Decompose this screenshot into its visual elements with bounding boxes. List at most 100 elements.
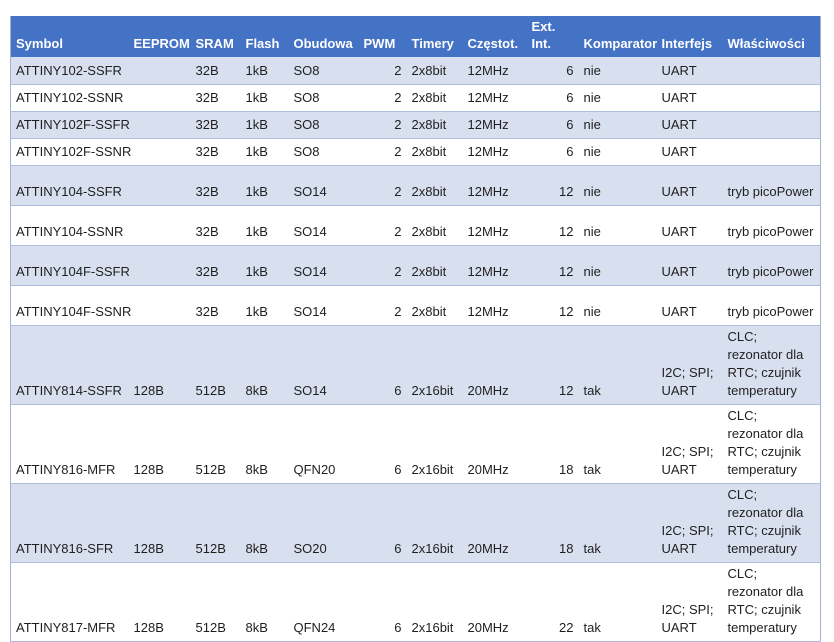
cell-eeprom bbox=[129, 84, 191, 111]
cell-ext-int: 6 bbox=[566, 89, 574, 105]
cell-timery: 2x8bit bbox=[411, 143, 447, 159]
cell-timery: 2x8bit bbox=[411, 183, 447, 199]
cell-interfejs: UART bbox=[661, 89, 697, 105]
cell-obudowa: SO8 bbox=[293, 143, 320, 159]
cell-sram: 32B bbox=[195, 143, 219, 159]
cell-interfejs: UART bbox=[661, 223, 697, 239]
cell-interfejs: UART bbox=[661, 263, 697, 279]
cell-eeprom bbox=[129, 285, 191, 325]
cell-interfejs: I2C; SPI; UART bbox=[661, 443, 714, 477]
cell-pwm: 2 bbox=[394, 223, 402, 239]
cell-ext-int: 6 bbox=[566, 116, 574, 132]
cell-pwm: 2 bbox=[394, 263, 402, 279]
cell-eeprom bbox=[129, 111, 191, 138]
cell-obudowa: SO14 bbox=[293, 382, 327, 398]
cell-flash: 1kB bbox=[245, 143, 268, 159]
column-header-symbol: Symbol bbox=[10, 16, 129, 57]
table-row: ATTINY814-SSFR 128B 512B 8kB SO14 6 2x16bit 20M… bbox=[10, 325, 821, 404]
cell-komparator: nie bbox=[583, 116, 601, 132]
cell-sram: 32B bbox=[195, 223, 219, 239]
cell-eeprom bbox=[129, 165, 191, 205]
cell-ext-int: 18 bbox=[559, 540, 574, 556]
cell-wlasciwosci bbox=[723, 57, 821, 84]
cell-pwm: 2 bbox=[394, 89, 402, 105]
cell-flash: 1kB bbox=[245, 62, 268, 78]
cell-flash: 1kB bbox=[245, 263, 268, 279]
cell-czestot: 20MHz bbox=[467, 619, 509, 635]
cell-timery: 2x8bit bbox=[411, 62, 447, 78]
table-row: ATTINY104-SSNR 32B 1kB SO14 2 2x8bit 12MHz 12 ni… bbox=[10, 205, 821, 245]
cell-timery: 2x16bit bbox=[411, 382, 454, 398]
column-header-flash: Flash bbox=[240, 16, 289, 57]
cell-sram: 512B bbox=[195, 461, 226, 477]
cell-pwm: 6 bbox=[394, 540, 402, 556]
cell-komparator: tak bbox=[583, 382, 601, 398]
column-header-komparator: Komparator bbox=[578, 16, 657, 57]
cell-czestot: 12MHz bbox=[467, 89, 509, 105]
cell-flash: 8kB bbox=[245, 461, 268, 477]
cell-flash: 1kB bbox=[245, 223, 268, 239]
cell-symbol: ATTINY104F-SSNR bbox=[16, 303, 132, 319]
cell-timery: 2x8bit bbox=[411, 89, 447, 105]
cell-sram: 32B bbox=[195, 263, 219, 279]
cell-obudowa: SO8 bbox=[293, 62, 320, 78]
cell-wlasciwosci: tryb picoPower bbox=[727, 183, 814, 199]
cell-ext-int: 6 bbox=[566, 143, 574, 159]
column-header-eeprom: EEPROM bbox=[128, 16, 191, 57]
cell-pwm: 2 bbox=[394, 116, 402, 132]
cell-sram: 512B bbox=[195, 619, 226, 635]
cell-komparator: nie bbox=[583, 183, 601, 199]
cell-timery: 2x16bit bbox=[411, 461, 454, 477]
cell-eeprom: 128B bbox=[133, 382, 164, 398]
table-row: ATTINY102F-SSNR 32B 1kB SO8 2 2x8bit 12MHz 6 nie… bbox=[10, 138, 821, 165]
cell-sram: 512B bbox=[195, 382, 226, 398]
header-row: Symbol EEPROM SRAM Flash Obudowa PWM Timery Czę… bbox=[10, 16, 821, 57]
cell-eeprom: 128B bbox=[133, 619, 164, 635]
cell-komparator: tak bbox=[583, 619, 601, 635]
cell-sram: 32B bbox=[195, 116, 219, 132]
cell-eeprom bbox=[129, 138, 191, 165]
cell-czestot: 20MHz bbox=[467, 461, 509, 477]
column-header-obudowa: Obudowa bbox=[288, 16, 359, 57]
cell-pwm: 2 bbox=[394, 62, 402, 78]
cell-symbol: ATTINY816-MFR bbox=[16, 461, 116, 477]
table-row: ATTINY817-MFR 128B 512B 8kB QFN24 6 2x16bit 20M… bbox=[10, 562, 821, 641]
cell-czestot: 12MHz bbox=[467, 62, 509, 78]
cell-wlasciwosci: CLC; rezonator dla RTC; czujnik temperat… bbox=[727, 486, 804, 556]
table-body: ATTINY102-SSFR 32B 1kB SO8 2 2x8bit 12MHz 6 nie U… bbox=[10, 57, 821, 641]
cell-pwm: 6 bbox=[394, 619, 402, 635]
cell-obudowa: SO14 bbox=[293, 223, 327, 239]
cell-interfejs: UART bbox=[661, 183, 697, 199]
cell-interfejs: UART bbox=[661, 62, 697, 78]
cell-wlasciwosci: tryb picoPower bbox=[727, 263, 814, 279]
cell-sram: 512B bbox=[195, 540, 226, 556]
cell-czestot: 12MHz bbox=[467, 116, 509, 132]
cell-ext-int: 6 bbox=[566, 62, 574, 78]
cell-flash: 1kB bbox=[245, 303, 268, 319]
cell-flash: 1kB bbox=[245, 116, 268, 132]
cell-timery: 2x8bit bbox=[411, 303, 447, 319]
cell-komparator: nie bbox=[583, 62, 601, 78]
cell-timery: 2x16bit bbox=[411, 540, 454, 556]
cell-komparator: nie bbox=[583, 89, 601, 105]
cell-obudowa: SO14 bbox=[293, 303, 327, 319]
cell-symbol: ATTINY102F-SSNR bbox=[16, 143, 132, 159]
cell-czestot: 12MHz bbox=[467, 223, 509, 239]
cell-sram: 32B bbox=[195, 89, 219, 105]
column-header-wlasciwosci: Właściwości bbox=[722, 16, 821, 57]
column-header-timery: Timery bbox=[406, 16, 463, 57]
cell-timery: 2x16bit bbox=[411, 619, 454, 635]
cell-obudowa: SO8 bbox=[293, 116, 320, 132]
cell-flash: 1kB bbox=[245, 89, 268, 105]
cell-sram: 32B bbox=[195, 303, 219, 319]
cell-symbol: ATTINY102-SSNR bbox=[16, 89, 124, 105]
cell-obudowa: SO14 bbox=[293, 263, 327, 279]
cell-wlasciwosci: CLC; rezonator dla RTC; czujnik temperat… bbox=[727, 328, 804, 398]
cell-ext-int: 12 bbox=[559, 183, 574, 199]
cell-interfejs: UART bbox=[661, 303, 697, 319]
cell-wlasciwosci bbox=[723, 138, 821, 165]
cell-obudowa: SO20 bbox=[293, 540, 327, 556]
cell-wlasciwosci: CLC; rezonator dla RTC; czujnik temperat… bbox=[727, 407, 804, 477]
table-row: ATTINY102-SSFR 32B 1kB SO8 2 2x8bit 12MHz 6 nie U… bbox=[10, 57, 821, 84]
cell-timery: 2x8bit bbox=[411, 116, 447, 132]
